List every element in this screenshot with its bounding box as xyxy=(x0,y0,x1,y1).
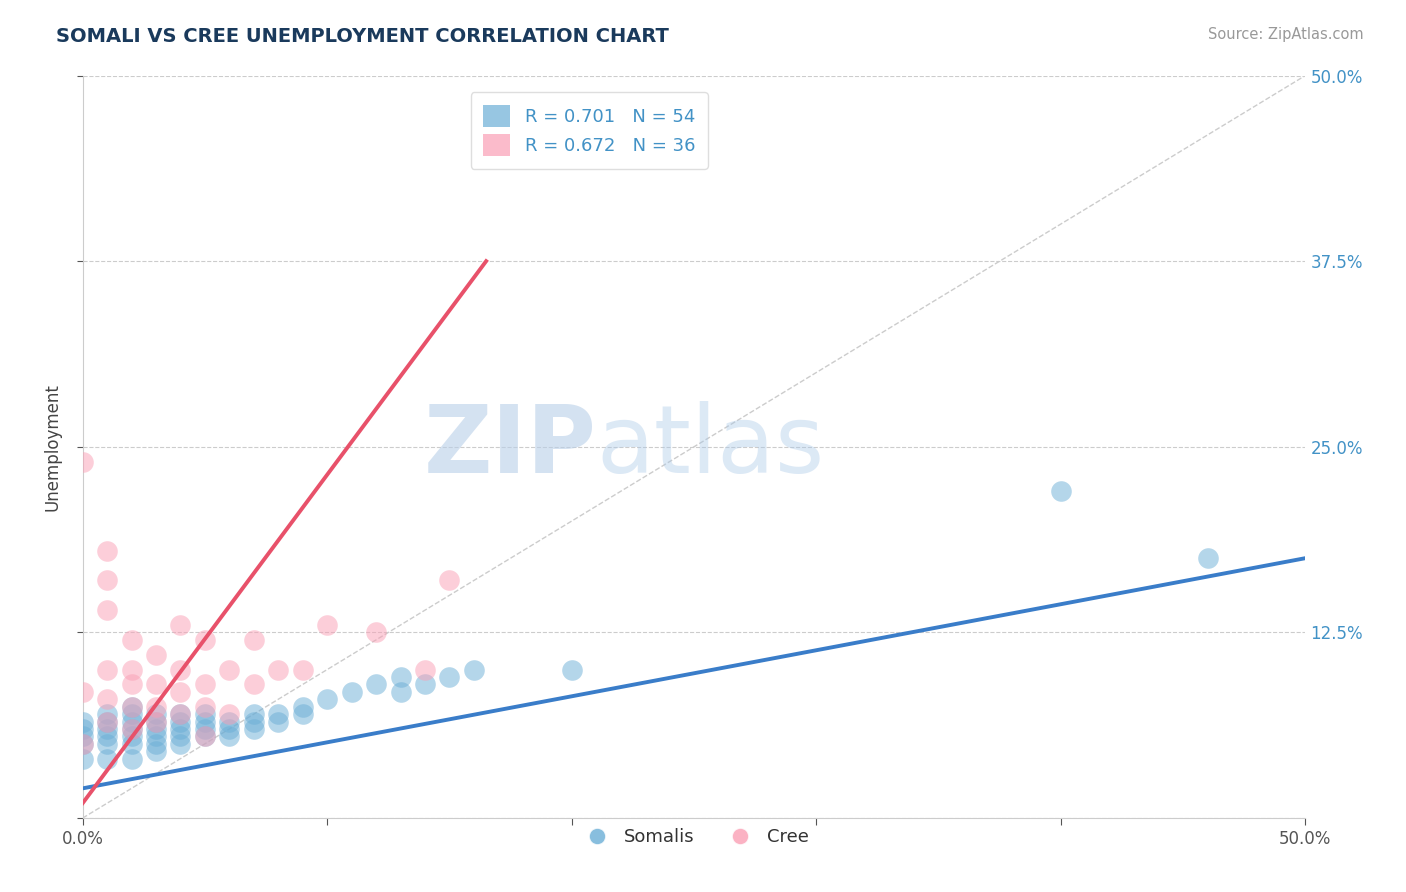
Point xyxy=(145,730,167,744)
Point xyxy=(121,663,143,677)
Point xyxy=(121,730,143,744)
Point xyxy=(96,603,118,617)
Point xyxy=(72,730,94,744)
Point xyxy=(561,663,583,677)
Point xyxy=(194,677,217,691)
Point xyxy=(243,632,266,647)
Point xyxy=(439,670,461,684)
Point xyxy=(121,722,143,736)
Point xyxy=(121,752,143,766)
Point xyxy=(145,722,167,736)
Point xyxy=(194,730,217,744)
Point xyxy=(413,677,436,691)
Point xyxy=(194,722,217,736)
Point xyxy=(72,737,94,751)
Point xyxy=(267,714,290,729)
Point xyxy=(72,752,94,766)
Point xyxy=(72,722,94,736)
Point xyxy=(389,685,412,699)
Point xyxy=(218,663,240,677)
Point xyxy=(366,677,388,691)
Text: ZIP: ZIP xyxy=(423,401,596,492)
Point xyxy=(316,692,339,706)
Point xyxy=(169,737,191,751)
Point xyxy=(194,730,217,744)
Point xyxy=(72,455,94,469)
Point xyxy=(96,543,118,558)
Point xyxy=(291,699,314,714)
Point xyxy=(169,685,191,699)
Point xyxy=(72,737,94,751)
Point xyxy=(316,618,339,632)
Point xyxy=(169,707,191,722)
Text: Source: ZipAtlas.com: Source: ZipAtlas.com xyxy=(1208,27,1364,42)
Point xyxy=(218,714,240,729)
Point xyxy=(121,714,143,729)
Point xyxy=(389,670,412,684)
Point xyxy=(413,663,436,677)
Point xyxy=(145,737,167,751)
Point xyxy=(267,707,290,722)
Point xyxy=(169,714,191,729)
Point xyxy=(96,752,118,766)
Point xyxy=(96,714,118,729)
Point xyxy=(1050,484,1073,499)
Point xyxy=(340,685,363,699)
Point xyxy=(121,632,143,647)
Point xyxy=(145,648,167,662)
Point xyxy=(291,663,314,677)
Point xyxy=(96,722,118,736)
Point xyxy=(169,707,191,722)
Point xyxy=(1197,551,1219,566)
Point xyxy=(145,714,167,729)
Point xyxy=(218,722,240,736)
Point xyxy=(121,699,143,714)
Point xyxy=(96,663,118,677)
Point xyxy=(145,699,167,714)
Point xyxy=(366,625,388,640)
Text: SOMALI VS CREE UNEMPLOYMENT CORRELATION CHART: SOMALI VS CREE UNEMPLOYMENT CORRELATION … xyxy=(56,27,669,45)
Point xyxy=(96,737,118,751)
Point xyxy=(145,707,167,722)
Point xyxy=(96,730,118,744)
Legend: Somalis, Cree: Somalis, Cree xyxy=(572,822,815,854)
Point xyxy=(145,744,167,758)
Point xyxy=(218,707,240,722)
Point xyxy=(72,714,94,729)
Point xyxy=(96,692,118,706)
Point xyxy=(243,722,266,736)
Point xyxy=(463,663,485,677)
Point xyxy=(121,707,143,722)
Point xyxy=(145,677,167,691)
Y-axis label: Unemployment: Unemployment xyxy=(44,383,60,511)
Point xyxy=(96,574,118,588)
Point xyxy=(194,632,217,647)
Point xyxy=(121,737,143,751)
Point xyxy=(194,699,217,714)
Point xyxy=(194,707,217,722)
Point xyxy=(169,722,191,736)
Point xyxy=(145,714,167,729)
Point xyxy=(96,714,118,729)
Text: atlas: atlas xyxy=(596,401,824,492)
Point xyxy=(96,707,118,722)
Point xyxy=(169,730,191,744)
Point xyxy=(243,677,266,691)
Point xyxy=(243,707,266,722)
Point xyxy=(121,699,143,714)
Point xyxy=(169,618,191,632)
Point xyxy=(121,722,143,736)
Point xyxy=(72,685,94,699)
Point xyxy=(218,730,240,744)
Point xyxy=(121,677,143,691)
Point xyxy=(169,663,191,677)
Point xyxy=(194,714,217,729)
Point xyxy=(291,707,314,722)
Point xyxy=(439,574,461,588)
Point xyxy=(267,663,290,677)
Point xyxy=(243,714,266,729)
